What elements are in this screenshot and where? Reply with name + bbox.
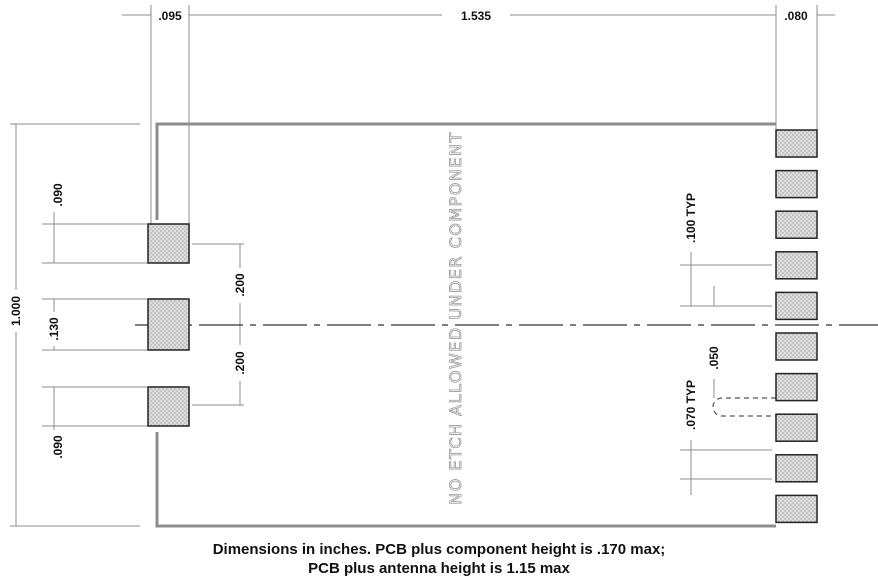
board-outline-bottom xyxy=(155,432,776,528)
pin-pad xyxy=(775,413,818,442)
left-pad-top xyxy=(147,223,190,264)
left-pad-center xyxy=(147,298,190,351)
caption-line-2: PCB plus antenna height is 1.15 max xyxy=(308,560,570,577)
pin-pad xyxy=(775,372,818,402)
dim-pad-center-height: .130 xyxy=(47,317,61,341)
pin-pad xyxy=(775,210,818,239)
left-pad-bottom xyxy=(147,386,190,427)
board-outline xyxy=(155,122,776,528)
dim-pin-width: .070 TYP xyxy=(684,380,698,430)
left-pad-dimension-lines xyxy=(42,212,244,430)
top-dimension-lines xyxy=(122,5,835,231)
right-pin-dimension-lines xyxy=(680,252,772,495)
left-pads xyxy=(147,223,190,427)
dim-pin-pitch: .100 TYP xyxy=(684,193,698,243)
dim-pad-bottom-height: .090 xyxy=(51,435,65,459)
dim-pad-spacing-lower: .200 xyxy=(233,351,247,375)
dim-right-margin: .080 xyxy=(784,9,808,23)
caption: Dimensions in inches. PCB plus component… xyxy=(0,540,878,578)
caption-line-1: Dimensions in inches. PCB plus component… xyxy=(212,541,666,558)
pin-pad xyxy=(775,291,818,321)
height-dimension-lines xyxy=(10,123,140,527)
dim-board-length: 1.535 xyxy=(461,9,491,23)
pin-slot-outline xyxy=(712,397,776,417)
keepout-note: NO ETCH ALLOWED UNDER COMPONENT xyxy=(446,131,465,504)
pin-pad xyxy=(775,494,818,524)
pin-pad xyxy=(775,332,818,361)
pin-pad xyxy=(775,454,818,483)
dim-pad-top-height: .090 xyxy=(51,183,65,207)
pin-pad xyxy=(775,251,818,280)
pin-pad xyxy=(775,129,818,158)
board-outline-top xyxy=(155,122,776,220)
footprint-svg: .095 1.535 .080 1.000 xyxy=(9,5,878,528)
right-pin-pads xyxy=(775,129,818,524)
dim-pin-gap: .050 xyxy=(707,346,721,370)
dim-pad-spacing-upper: .200 xyxy=(233,273,247,297)
dim-board-height: 1.000 xyxy=(9,296,23,326)
dim-left-margin: .095 xyxy=(158,9,182,23)
pin-pad xyxy=(775,169,818,199)
